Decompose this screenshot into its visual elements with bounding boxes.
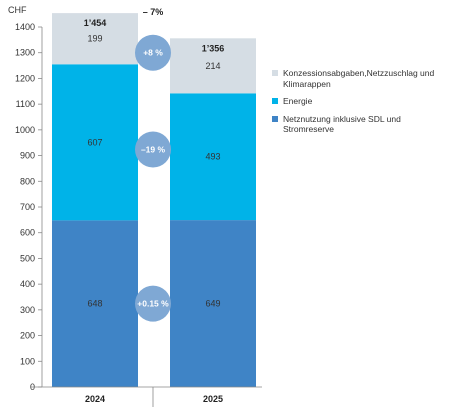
segment-value-label: 199 [87,34,102,44]
segment-value-label: 214 [205,61,220,71]
segment-value-label: 607 [87,137,102,147]
change-bubble-label: +0.15 % [137,299,169,309]
bar-segment [170,93,256,221]
y-tick-label: 400 [20,279,35,289]
segment-value-label: 648 [87,299,102,309]
bar-total-label: 1’356 [202,43,225,53]
bar-segment [170,220,256,387]
legend: Konzessionsabgaben,Netzzuschlag und Klim… [272,68,448,142]
legend-label: Netznutzung inklusive SDL und Stromreser… [283,113,401,135]
x-tick-label: 2025 [203,394,223,404]
y-tick-label: 200 [20,331,35,341]
total-change-label: – 7% [143,7,164,17]
segment-value-label: 493 [205,152,220,162]
legend-swatch [272,98,278,104]
bar-segment [170,38,256,94]
change-bubble-label: +8 % [143,48,163,58]
change-bubble [135,131,171,168]
legend-item-konzession: Konzessionsabgaben,Netzzuschlag und Klim… [272,68,448,89]
change-bubble-label: –19 % [141,145,166,155]
legend-swatch [272,115,278,122]
change-bubble [135,34,171,71]
y-tick-label: 1300 [15,48,35,58]
legend-label: Konzessionsabgaben,Netzzuschlag und Klim… [283,68,435,89]
y-tick-label: 600 [20,228,35,238]
legend-item-energie: Energie [272,96,448,107]
legend-label: Energie [283,96,313,106]
change-bubble [135,285,171,322]
legend-item-netznutzung: Netznutzung inklusive SDL und Stromreser… [272,114,448,135]
x-tick-label: 2024 [85,394,105,404]
y-axis-title: CHF [8,5,27,15]
y-tick-label: 1000 [15,125,35,135]
y-tick-label: 900 [20,151,35,161]
bar-segment [52,13,138,65]
y-tick-label: 700 [20,202,35,212]
y-tick-label: 100 [20,356,35,366]
y-tick-label: 300 [20,305,35,315]
y-tick-label: 1400 [15,22,35,32]
bar-segment [52,220,138,387]
segment-value-label: 649 [205,299,220,309]
y-tick-label: 800 [20,176,35,186]
y-tick-label: 1100 [16,99,35,109]
legend-swatch [272,70,278,76]
y-tick-label: 500 [20,253,35,263]
bar-total-label: 1’454 [84,18,107,28]
y-tick-label: 1200 [15,73,35,83]
bar-segment [52,64,138,221]
